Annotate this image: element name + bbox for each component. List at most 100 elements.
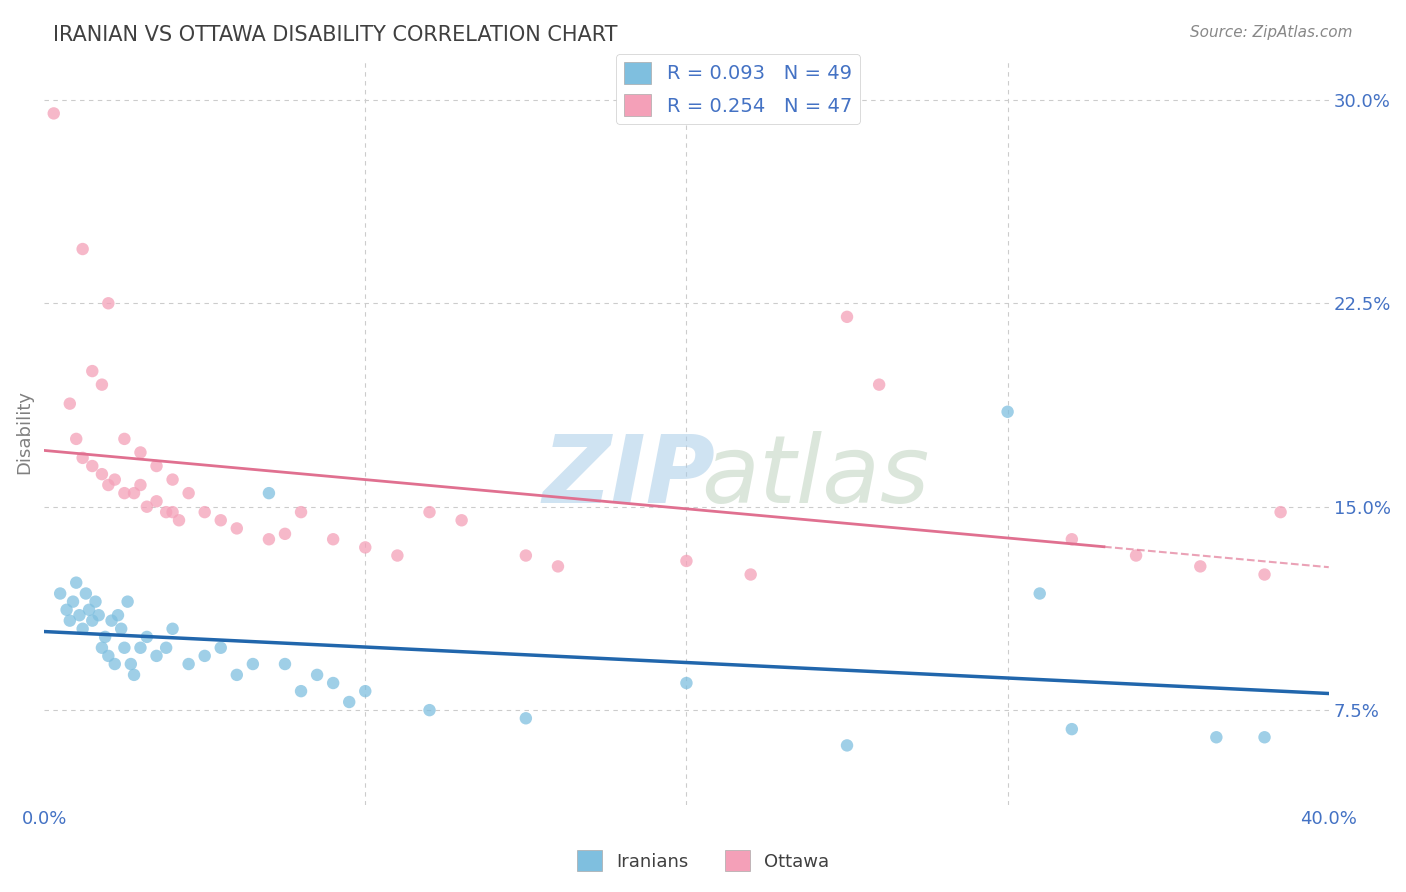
Point bbox=[997, 405, 1019, 419]
Point bbox=[209, 640, 232, 655]
Point bbox=[59, 614, 82, 628]
Text: atlas: atlas bbox=[700, 432, 929, 523]
Y-axis label: Disability: Disability bbox=[15, 390, 32, 475]
Point bbox=[354, 684, 377, 698]
Point bbox=[112, 486, 135, 500]
Point bbox=[418, 703, 440, 717]
Legend: R = 0.093   N = 49, R = 0.254   N = 47: R = 0.093 N = 49, R = 0.254 N = 47 bbox=[616, 54, 859, 124]
Point bbox=[155, 505, 177, 519]
Point bbox=[72, 622, 94, 636]
Point bbox=[72, 242, 94, 256]
Text: ZIP: ZIP bbox=[543, 431, 716, 523]
Legend: Iranians, Ottawa: Iranians, Ottawa bbox=[569, 843, 837, 879]
Point bbox=[90, 640, 112, 655]
Point bbox=[194, 648, 217, 663]
Point bbox=[49, 586, 72, 600]
Point bbox=[145, 648, 167, 663]
Point bbox=[162, 622, 184, 636]
Point bbox=[135, 630, 157, 644]
Point bbox=[97, 296, 120, 310]
Point bbox=[242, 657, 264, 671]
Point bbox=[354, 541, 377, 555]
Point bbox=[112, 640, 135, 655]
Point bbox=[515, 549, 537, 563]
Point bbox=[547, 559, 569, 574]
Point bbox=[337, 695, 360, 709]
Point bbox=[1253, 567, 1275, 582]
Text: Source: ZipAtlas.com: Source: ZipAtlas.com bbox=[1189, 25, 1353, 40]
Point bbox=[69, 608, 91, 623]
Point bbox=[110, 622, 132, 636]
Point bbox=[675, 676, 697, 690]
Point bbox=[120, 657, 142, 671]
Point bbox=[257, 486, 280, 500]
Point bbox=[117, 594, 139, 608]
Point bbox=[675, 554, 697, 568]
Point bbox=[97, 648, 120, 663]
Point bbox=[1060, 722, 1083, 736]
Point bbox=[65, 575, 87, 590]
Point bbox=[307, 668, 329, 682]
Point bbox=[177, 657, 200, 671]
Point bbox=[740, 567, 762, 582]
Point bbox=[1028, 586, 1050, 600]
Point bbox=[145, 458, 167, 473]
Point bbox=[257, 533, 280, 547]
Point bbox=[1125, 549, 1147, 563]
Point bbox=[225, 668, 247, 682]
Point bbox=[90, 467, 112, 482]
Point bbox=[155, 640, 177, 655]
Point bbox=[129, 478, 152, 492]
Point bbox=[97, 478, 120, 492]
Point bbox=[145, 494, 167, 508]
Point bbox=[135, 500, 157, 514]
Point bbox=[835, 739, 858, 753]
Point bbox=[162, 473, 184, 487]
Point bbox=[82, 364, 104, 378]
Point bbox=[1189, 559, 1212, 574]
Point bbox=[225, 521, 247, 535]
Point bbox=[274, 526, 297, 541]
Point bbox=[1270, 505, 1292, 519]
Point bbox=[209, 513, 232, 527]
Point bbox=[418, 505, 440, 519]
Point bbox=[194, 505, 217, 519]
Point bbox=[1253, 731, 1275, 745]
Point bbox=[167, 513, 190, 527]
Point bbox=[90, 377, 112, 392]
Point bbox=[112, 432, 135, 446]
Text: IRANIAN VS OTTAWA DISABILITY CORRELATION CHART: IRANIAN VS OTTAWA DISABILITY CORRELATION… bbox=[53, 25, 617, 45]
Point bbox=[104, 473, 127, 487]
Point bbox=[55, 603, 77, 617]
Point bbox=[82, 458, 104, 473]
Point bbox=[82, 614, 104, 628]
Point bbox=[42, 106, 65, 120]
Point bbox=[387, 549, 409, 563]
Point bbox=[87, 608, 110, 623]
Point bbox=[59, 397, 82, 411]
Point bbox=[450, 513, 472, 527]
Point bbox=[72, 450, 94, 465]
Point bbox=[65, 432, 87, 446]
Point bbox=[75, 586, 97, 600]
Point bbox=[290, 505, 312, 519]
Point bbox=[94, 630, 117, 644]
Point bbox=[274, 657, 297, 671]
Point bbox=[104, 657, 127, 671]
Point bbox=[290, 684, 312, 698]
Point bbox=[122, 486, 145, 500]
Point bbox=[77, 603, 100, 617]
Point bbox=[322, 676, 344, 690]
Point bbox=[84, 594, 107, 608]
Point bbox=[100, 614, 122, 628]
Point bbox=[129, 445, 152, 459]
Point bbox=[122, 668, 145, 682]
Point bbox=[835, 310, 858, 324]
Point bbox=[129, 640, 152, 655]
Point bbox=[868, 377, 890, 392]
Point bbox=[1060, 533, 1083, 547]
Point bbox=[107, 608, 129, 623]
Point bbox=[322, 533, 344, 547]
Point bbox=[515, 711, 537, 725]
Point bbox=[1205, 731, 1227, 745]
